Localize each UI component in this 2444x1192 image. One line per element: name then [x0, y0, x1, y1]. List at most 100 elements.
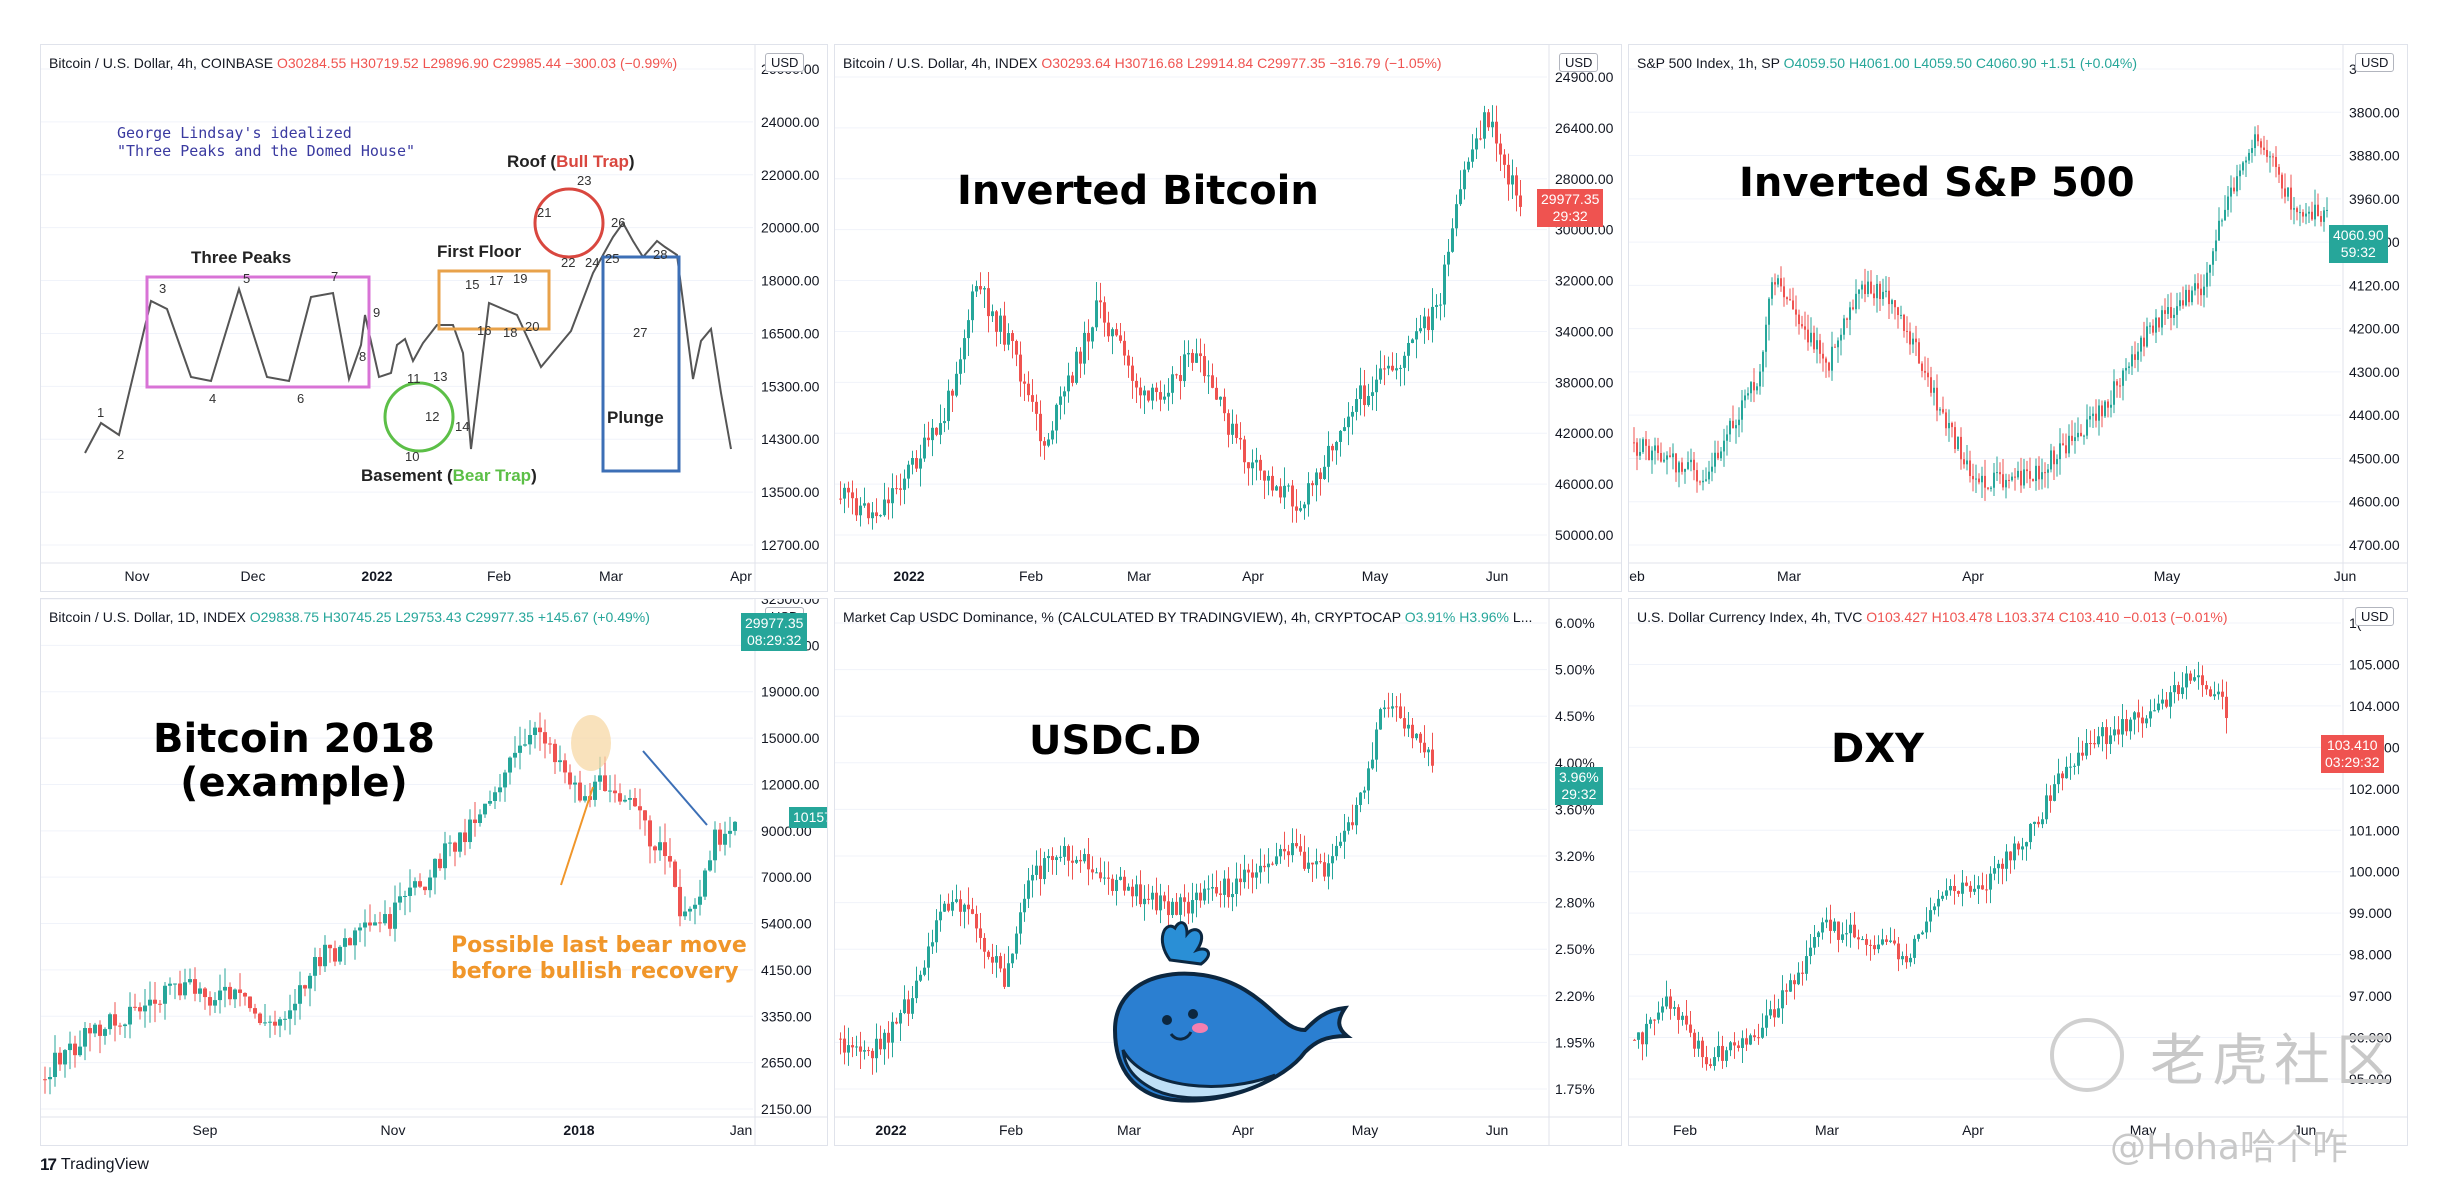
legend-low: L29753.43 [395, 609, 462, 625]
candle-body [1891, 300, 1893, 305]
candle-body [83, 1028, 87, 1047]
candle-body [1985, 889, 1988, 891]
big-label-line-2: (example) [180, 760, 408, 806]
candle-body [987, 951, 990, 957]
y-tick-label: 4400.00 [2349, 407, 2400, 423]
candle-body [1267, 863, 1270, 868]
candle-body [991, 956, 994, 963]
candle-body [1111, 329, 1114, 337]
candle-body [1661, 1006, 1664, 1013]
candle-body [1275, 486, 1278, 491]
currency-badge[interactable]: USD [765, 53, 805, 72]
candle-body [193, 979, 197, 994]
candle-body [1299, 508, 1302, 511]
candle-body [1888, 290, 1890, 305]
candle-body [1391, 706, 1394, 709]
candle-body [2326, 209, 2328, 211]
candle-body [2218, 220, 2220, 241]
candle-body [2236, 176, 2238, 192]
candle-body [1267, 475, 1270, 481]
chart-panel-lindsay-model[interactable]: 26000.0024000.0022000.0020000.0018000.00… [40, 44, 828, 592]
candle-body [1403, 355, 1406, 368]
candle-body [1783, 286, 1785, 298]
candle-body [2181, 687, 2184, 695]
candle-body [1857, 937, 1860, 940]
label-roof-part: ) [629, 152, 635, 171]
panel-legend: S&P 500 Index, 1h, SP O4059.50 H4061.00 … [1637, 55, 2137, 71]
candle-body [2200, 288, 2202, 296]
candle-body [2002, 474, 2004, 488]
candle-body [1303, 504, 1306, 509]
candle-body [1003, 968, 1006, 987]
candle-body [967, 904, 970, 910]
candle-body [891, 488, 894, 504]
candle-body [543, 732, 547, 744]
chart-panel-usdc-dominance[interactable]: 6.00% 5.00% 4.50% 4.00% 3.60% 3.20% 2.80% 2.50%… [834, 598, 1622, 1146]
candle-body [598, 775, 602, 782]
candle-body [2101, 405, 2103, 417]
legend-close: C103.410 [2058, 609, 2120, 625]
candle-body [875, 1038, 878, 1059]
candle-body [1807, 329, 1809, 343]
candle-body [298, 985, 302, 1004]
candle-body [1633, 1039, 1636, 1041]
candle-body [223, 986, 227, 991]
candle-body [58, 1052, 62, 1065]
candle-body [1805, 956, 1808, 974]
candle-body [2080, 432, 2082, 437]
candle-body [1243, 439, 1246, 463]
panel-legend: Market Cap USDC Dominance, % (CALCULATED… [843, 609, 1532, 625]
candle-body [2314, 204, 2316, 220]
candle-body [113, 1014, 117, 1026]
candle-body [1936, 387, 1938, 411]
panel-legend: Bitcoin / U.S. Dollar, 4h, INDEX O30293.… [843, 55, 1442, 71]
candle-body [48, 1077, 52, 1080]
candle-body [1873, 945, 1876, 950]
currency-badge[interactable]: USD [2355, 53, 2395, 72]
candle-body [688, 908, 692, 912]
candle-body [548, 743, 552, 745]
candle-body [1951, 422, 1953, 428]
candle-body [2251, 148, 2253, 153]
y-tick-label: 24900.00 [1555, 69, 1614, 85]
last-price-countdown: 03:29:32 [2325, 754, 2380, 770]
candle-body [1777, 278, 1779, 285]
currency-badge[interactable]: USD [2355, 607, 2395, 626]
candle-body [2029, 471, 2031, 479]
candle-body [1043, 858, 1046, 880]
chart-panel-bitcoin-2018[interactable]: 32500.0025000.0019000.0015000.0012000.00… [40, 598, 828, 1146]
chart-panel-inverted-bitcoin[interactable]: 24900.00 26400.00 28000.00 30000.00 32000.00… [834, 44, 1622, 592]
point-number: 15 [465, 277, 479, 292]
candle-body [1774, 282, 1776, 285]
footer-brand[interactable]: 17 TradingView [40, 1155, 149, 1175]
candle-body [991, 311, 994, 317]
candle-body [1455, 204, 1458, 229]
label-basement-part: ) [531, 466, 537, 485]
x-tick-label: Nov [381, 1122, 406, 1138]
candle-body [2133, 712, 2136, 720]
candle-body [658, 842, 662, 851]
candle-body [855, 1046, 858, 1048]
y-tick-label: 3880.00 [2349, 148, 2400, 164]
point-number: 19 [513, 271, 527, 286]
candle-body [2065, 766, 2068, 779]
currency-badge[interactable]: USD [1559, 53, 1599, 72]
watermark-handle: @Hoha哈个咋 [2110, 1127, 2348, 1168]
candle-body [1091, 869, 1094, 873]
chart-panel-inverted-sp500[interactable]: 33800.003880.003960.004040.004120.004200… [1628, 44, 2408, 592]
candle-body [1099, 872, 1102, 879]
y-tick-label: 18000.00 [761, 273, 820, 289]
candle-body [851, 1045, 854, 1048]
candle-body [1395, 706, 1398, 708]
candle-body [1443, 264, 1446, 305]
candle-body [1798, 314, 1800, 325]
point-number: 11 [407, 371, 421, 386]
y-tick-label: 32000.00 [1555, 273, 1614, 289]
chart-panel-dxy[interactable]: 1(105.000104.000103.000102.000101.000100… [1628, 598, 2408, 1146]
candle-body [1259, 865, 1262, 873]
candle-body [1127, 886, 1130, 891]
candle-body [1495, 121, 1498, 144]
lindsay-model-chart: 26000.0024000.0022000.0020000.0018000.00… [41, 45, 827, 591]
legend-high: H103.478 [1931, 609, 1993, 625]
candle-body [1231, 893, 1234, 898]
